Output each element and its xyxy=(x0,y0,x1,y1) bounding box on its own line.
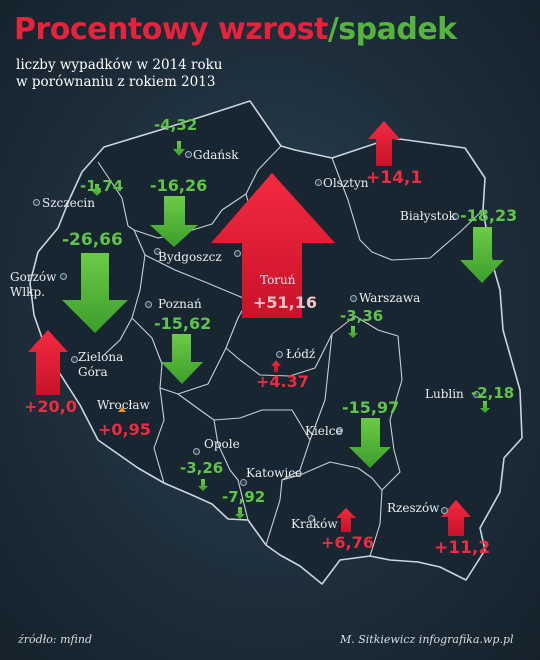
value-lublin: -2,18 xyxy=(471,384,515,402)
city-label-gorzow-line2: Wlkp. xyxy=(10,285,45,299)
city-marker-poznan xyxy=(145,301,152,308)
title-part-decrease: /spadek xyxy=(327,12,457,47)
title-part-increase: Procentowy wzrost xyxy=(14,12,328,47)
arrow-krakow xyxy=(336,508,356,532)
arrow-warszawa xyxy=(348,326,358,338)
title: Procentowy wzrost/spadek xyxy=(14,12,457,47)
city-label-bialystok: Białystok xyxy=(400,209,456,223)
city-marker-torun xyxy=(234,250,241,257)
arrow-wroclaw xyxy=(118,407,126,412)
arrow-torun xyxy=(211,173,335,318)
value-wroclaw: +0,95 xyxy=(98,420,151,439)
arrow-kielce xyxy=(349,418,391,468)
city-label-katowice: Katowice xyxy=(246,466,303,480)
city-marker-krakow xyxy=(308,515,315,522)
city-label-lublin: Lublin xyxy=(425,387,464,401)
city-marker-rzeszow xyxy=(441,507,448,514)
city-marker-gdansk xyxy=(185,151,192,158)
value-lodz: +4.37 xyxy=(256,372,309,391)
value-warszawa: -3,36 xyxy=(340,307,384,325)
arrow-szczecin xyxy=(92,184,102,196)
value-gdansk: -4,32 xyxy=(154,116,198,134)
city-label-poznan: Poznań xyxy=(158,297,202,311)
city-marker-bialystok xyxy=(452,213,459,220)
city-label-lodz: Łódź xyxy=(286,347,316,361)
subtitle-line-1: liczby wypadków w 2014 roku xyxy=(16,57,223,73)
value-zielona-gora: +20,0 xyxy=(24,397,77,416)
city-marker-zielona-gora xyxy=(71,356,78,363)
city-label-opole: Opole xyxy=(204,437,240,451)
city-label-olsztyn: Olsztyn xyxy=(323,176,369,190)
author-credit: M. Sitkiewicz infografika.wp.pl xyxy=(340,633,514,646)
value-olsztyn: +14,1 xyxy=(366,168,423,188)
arrow-bialystok xyxy=(460,227,504,283)
city-label-zielona-gora-line2: Góra xyxy=(78,365,108,379)
city-marker-warszawa xyxy=(350,295,357,302)
value-poznan: -15,62 xyxy=(154,314,212,333)
city-label-wroclaw: Wrocław xyxy=(97,398,150,412)
city-label-gdansk: Gdańsk xyxy=(193,148,239,162)
city-marker-opole xyxy=(193,448,200,455)
value-torun: +51,16 xyxy=(253,293,318,312)
value-kielce: -15,97 xyxy=(342,398,400,417)
arrow-olsztyn xyxy=(368,121,400,166)
value-katowice: -7,92 xyxy=(222,488,266,506)
arrow-lodz xyxy=(271,360,281,372)
city-marker-lodz xyxy=(276,351,283,358)
value-szczecin: -1,74 xyxy=(80,177,124,195)
value-krakow: +6,76 xyxy=(321,533,374,552)
city-label-krakow: Kraków xyxy=(291,517,338,531)
voivodeship-borders xyxy=(97,145,484,557)
city-marker-olsztyn xyxy=(315,179,322,186)
city-marker-lublin xyxy=(473,391,480,398)
city-label-torun: Toruń xyxy=(260,273,296,287)
arrow-poznan xyxy=(161,334,203,384)
city-marker-szczecin xyxy=(33,199,40,206)
city-marker-gorzow xyxy=(60,273,67,280)
value-bialystok: -18,23 xyxy=(460,206,518,225)
city-label-gorzow-line1: Gorzów xyxy=(10,270,57,284)
city-label-zielona-gora-line1: Zielona xyxy=(78,350,124,364)
city-label-kielce: Kielce xyxy=(305,424,343,438)
value-bydgoszcz: -16,26 xyxy=(150,176,208,195)
city-label-rzeszow: Rzeszów xyxy=(387,501,440,515)
arrow-zielona-gora xyxy=(28,330,68,395)
arrow-bydgoszcz xyxy=(150,196,198,247)
value-gorzow: -26,66 xyxy=(62,230,123,250)
value-rzeszow: +11,2 xyxy=(434,538,491,558)
city-marker-bydgoszcz xyxy=(154,248,161,255)
arrow-gdansk xyxy=(173,141,185,156)
value-opole: -3,26 xyxy=(180,459,224,477)
source-note: źródło: mfind xyxy=(18,633,93,646)
arrow-opole xyxy=(198,479,208,491)
city-label-szczecin: Szczecin xyxy=(42,196,95,210)
subtitle-line-2: w porównaniu z rokiem 2013 xyxy=(16,74,216,90)
arrow-gorzow xyxy=(62,253,128,333)
arrow-lublin xyxy=(480,401,490,413)
city-label-bydgoszcz: Bydgoszcz xyxy=(158,250,222,264)
arrow-katowice xyxy=(235,507,245,519)
city-marker-kielce xyxy=(336,427,343,434)
city-label-warszawa: Warszawa xyxy=(359,291,421,305)
arrow-rzeszow xyxy=(441,500,471,536)
city-marker-katowice xyxy=(240,479,247,486)
